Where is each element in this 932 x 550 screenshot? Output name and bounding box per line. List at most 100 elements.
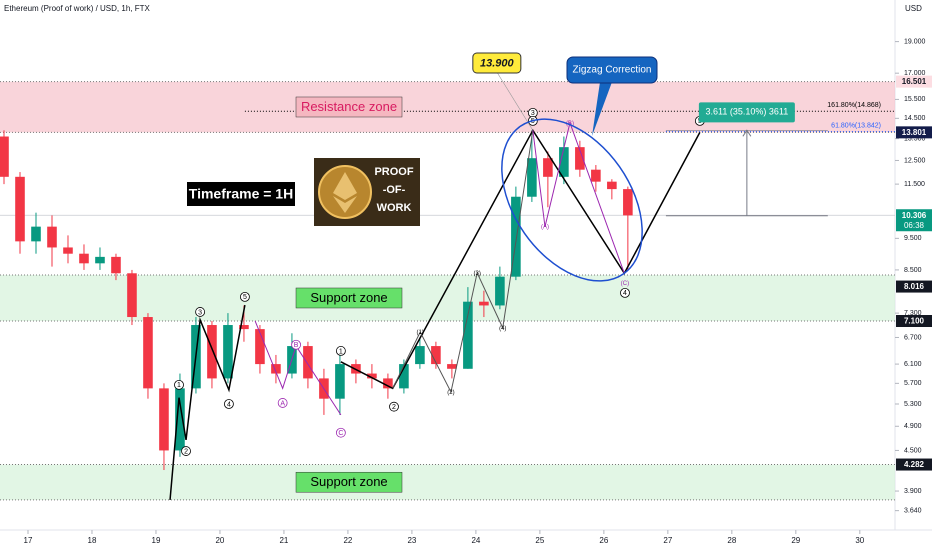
zone-label: Support zone (310, 474, 387, 489)
wave-label-circle (277, 398, 288, 408)
pattern-ellipse (501, 118, 643, 282)
candle-body (223, 325, 233, 379)
wave-label-circle (335, 346, 346, 356)
candle-body (15, 176, 25, 242)
candle-body (415, 346, 425, 365)
candle-body (447, 364, 457, 369)
candle-body (111, 256, 121, 274)
wave-label: 1 (177, 382, 181, 389)
chart-title: Ethereum (Proof of work) / USD, 1h, FTX (4, 4, 150, 13)
wave-label: (C) (621, 281, 629, 287)
candle-body (575, 147, 585, 170)
x-tick-label: 26 (599, 536, 608, 545)
candle-body (255, 329, 265, 365)
candle-body (63, 247, 73, 254)
y-tick-label: 5.700 (904, 380, 922, 387)
measure-label: 3.611 (35.10%) 3611 (706, 107, 789, 117)
y-tick-label: 7.300 (904, 310, 922, 317)
y-tick-label: 13.500 (904, 135, 926, 142)
candle-body (175, 388, 185, 451)
candle-body (623, 189, 633, 216)
wave-label-circle (240, 291, 250, 302)
zone-label: Resistance zone (301, 99, 397, 114)
price-label-box (896, 458, 932, 471)
wave-label: 1 (339, 348, 343, 355)
candle-body (527, 158, 537, 197)
image: PROOF -OF- WORK (314, 158, 420, 226)
wave-label: 5 (531, 118, 535, 125)
candle-body (559, 147, 569, 177)
wave-label: 2 (392, 404, 396, 411)
candle-body (31, 226, 41, 242)
zone-label-box (295, 96, 403, 118)
price-label: 16.501 (902, 77, 927, 86)
candle-body (159, 388, 169, 451)
y-tick-label: 6.100 (904, 361, 922, 368)
candle-body (335, 364, 345, 399)
zone-label: Support zone (310, 290, 387, 305)
wave-label: 2 (184, 448, 188, 455)
wave-label: C (338, 430, 343, 437)
candle-body (463, 301, 473, 369)
candle-body (0, 136, 9, 177)
y-tick-label: 14.500 (904, 115, 926, 122)
candle-body (271, 364, 281, 374)
x-tick-label: 25 (535, 536, 544, 545)
zone-label-box (295, 471, 403, 493)
candle-body (95, 256, 105, 264)
y-tick-label: 4.500 (904, 447, 922, 454)
wave-line (169, 304, 246, 500)
x-tick-label: 21 (279, 536, 288, 545)
x-tick-label: 29 (791, 536, 800, 545)
price-label-box (896, 280, 932, 293)
candle-body (511, 196, 521, 277)
x-tick-label: 27 (663, 536, 672, 545)
wave-label-circle (195, 307, 206, 317)
candle-body (543, 158, 553, 177)
peak-callout-label: 13.900 (480, 57, 515, 69)
y-axis-label: USD (905, 4, 922, 13)
wave-label: 4 (227, 401, 231, 408)
y-tick-label: 4.900 (904, 423, 922, 430)
wave-label: (3) (474, 271, 481, 277)
wave-label-circle (620, 287, 630, 298)
wave-label-circle (335, 427, 346, 438)
wave-line (392, 130, 534, 394)
candle-body (495, 276, 505, 306)
candle-body (207, 325, 217, 379)
candle-body (399, 364, 409, 389)
y-tick-label: 3.640 (904, 507, 922, 514)
image-text: -OF- (383, 184, 406, 196)
x-tick-label: 23 (407, 536, 416, 545)
wave-label: 4 (623, 290, 627, 297)
y-tick-label: 6.700 (904, 334, 922, 341)
pattern-callout: Zigzag Correction (573, 65, 652, 76)
wave-line (532, 121, 625, 274)
wave-label-circle (389, 401, 399, 412)
zone-label-box (295, 287, 403, 309)
price-label-box (896, 209, 932, 232)
callout-pointer (592, 82, 612, 136)
measure-box (698, 102, 795, 123)
candle-body (143, 317, 153, 389)
wave-label: (2) (447, 390, 454, 396)
candle-body (303, 346, 313, 379)
callout-box (566, 56, 658, 84)
price-label-box (896, 315, 932, 328)
wave-label: 3 (198, 309, 202, 316)
price-label: 4.282 (904, 460, 925, 469)
y-tick-label: 3.900 (904, 488, 922, 495)
y-tick-label: 19.000 (904, 38, 926, 45)
wave-label-circle (224, 399, 234, 409)
price-label: 13.801 (902, 128, 927, 137)
y-tick-label: 9.500 (904, 235, 922, 242)
zone (0, 464, 895, 500)
y-tick-label: 8.500 (904, 267, 922, 274)
fib-label: 61.80%(13.842) (831, 122, 881, 129)
candle-body (127, 273, 137, 318)
candle-body (239, 325, 249, 330)
price-label: 8.016 (904, 282, 925, 291)
measure-arrowhead (742, 129, 752, 137)
y-tick-label: 17.000 (904, 70, 926, 77)
